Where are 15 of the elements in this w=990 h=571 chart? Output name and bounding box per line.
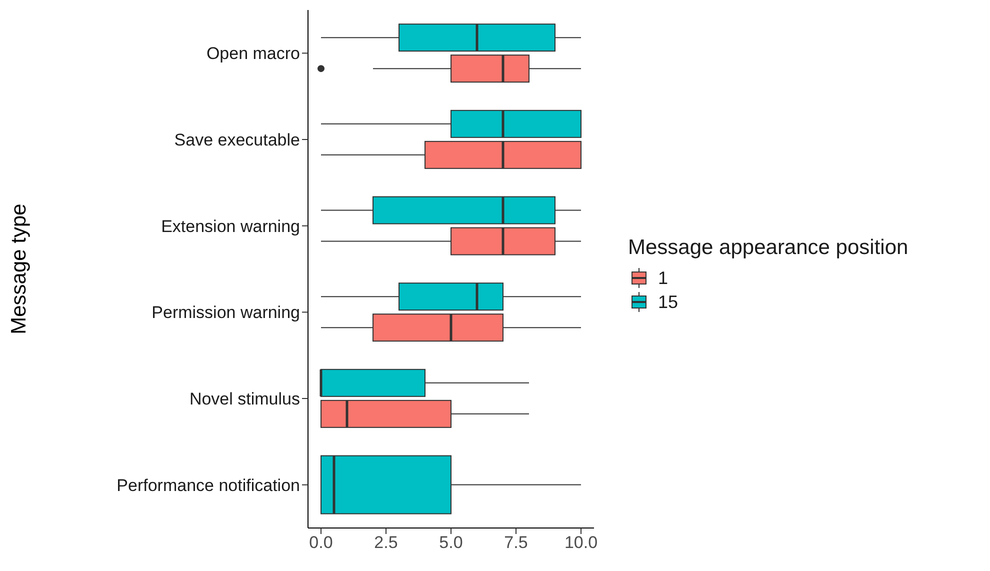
- y-tick-label: Performance notification: [116, 476, 300, 495]
- y-axis-title: Message type: [7, 204, 30, 334]
- x-tick-label: 5.0: [439, 533, 463, 552]
- legend-label: 1: [658, 268, 668, 288]
- legend-label: 15: [658, 292, 678, 312]
- x-tick-label: 0.0: [309, 533, 333, 552]
- x-tick-label: 10.0: [564, 533, 598, 552]
- y-tick-label: Extension warning: [161, 216, 300, 236]
- x-tick-label: 2.5: [374, 533, 398, 552]
- y-tick-label: Novel stimulus: [189, 390, 300, 409]
- y-tick-label: Save executable: [174, 130, 300, 150]
- x-tick-label: 7.5: [504, 533, 528, 552]
- y-tick-label: Open macro: [206, 44, 300, 64]
- legend-title: Message appearance position: [628, 236, 910, 260]
- y-tick-label: Permission warning: [152, 303, 300, 322]
